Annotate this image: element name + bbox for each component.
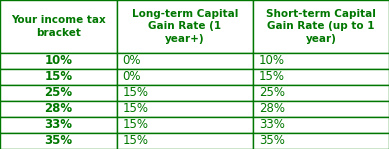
Bar — [117, 117, 253, 133]
Text: 15%: 15% — [259, 70, 285, 83]
Text: 25%: 25% — [44, 86, 72, 99]
Text: 28%: 28% — [259, 103, 285, 115]
Bar — [253, 53, 389, 69]
Bar — [117, 101, 253, 117]
Bar — [0, 53, 117, 69]
Bar — [253, 85, 389, 101]
Text: 10%: 10% — [44, 54, 72, 67]
Bar — [253, 0, 389, 53]
Text: 25%: 25% — [259, 86, 285, 99]
Text: 15%: 15% — [123, 135, 149, 148]
Text: 0%: 0% — [123, 70, 141, 83]
Text: 15%: 15% — [123, 86, 149, 99]
Text: 15%: 15% — [123, 103, 149, 115]
Bar — [0, 117, 117, 133]
Text: 28%: 28% — [44, 103, 72, 115]
Text: 35%: 35% — [259, 135, 285, 148]
Bar — [253, 117, 389, 133]
Text: 0%: 0% — [123, 54, 141, 67]
Bar — [0, 0, 117, 53]
Text: Short-term Capital
Gain Rate (up to 1
year): Short-term Capital Gain Rate (up to 1 ye… — [266, 9, 376, 44]
Text: 35%: 35% — [44, 135, 72, 148]
Text: 10%: 10% — [259, 54, 285, 67]
Text: 33%: 33% — [259, 118, 285, 131]
Bar — [0, 133, 117, 149]
Bar — [0, 85, 117, 101]
Text: 33%: 33% — [44, 118, 72, 131]
Bar — [0, 101, 117, 117]
Bar — [117, 0, 253, 53]
Text: 15%: 15% — [44, 70, 72, 83]
Bar — [117, 133, 253, 149]
Text: Long-term Capital
Gain Rate (1
year+): Long-term Capital Gain Rate (1 year+) — [131, 9, 238, 44]
Bar — [117, 69, 253, 85]
Bar — [253, 133, 389, 149]
Text: 15%: 15% — [123, 118, 149, 131]
Text: Your income tax
bracket: Your income tax bracket — [11, 15, 106, 38]
Bar — [0, 69, 117, 85]
Bar — [117, 85, 253, 101]
Bar — [253, 101, 389, 117]
Bar — [117, 53, 253, 69]
Bar — [253, 69, 389, 85]
